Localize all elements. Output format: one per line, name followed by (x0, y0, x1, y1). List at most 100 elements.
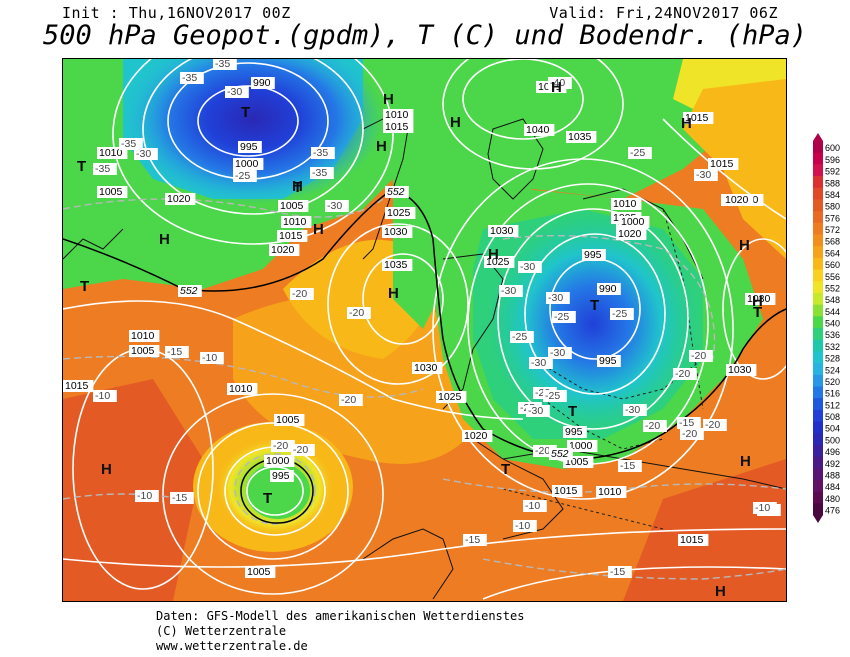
temperature-label: -25 (630, 147, 645, 159)
temperature-label: -10 (202, 352, 217, 364)
temperature-label-box (526, 405, 550, 417)
pressure-label: 1025 (438, 391, 462, 403)
temperature-label-box (271, 440, 295, 452)
legend-swatch (813, 339, 823, 352)
temperature-label: -20 (535, 445, 550, 457)
temperature-label: -35 (95, 163, 110, 175)
pressure-label-box (277, 230, 308, 242)
pressure-label-box (385, 207, 416, 219)
temperature-label-box (703, 419, 727, 431)
legend-value: 592 (825, 167, 840, 177)
pressure-label: 1020 (464, 430, 488, 442)
cold-air-north (363, 59, 786, 329)
temperature-label: -15 (172, 492, 187, 504)
warm-air-west (63, 379, 203, 601)
pressure-label: 1010 (598, 486, 622, 498)
legend-swatch (813, 269, 823, 282)
isohypse-label: 552 (180, 285, 198, 297)
pressure-label: 995 (240, 141, 258, 153)
legend-swatch (813, 421, 823, 434)
pressure-label-box (563, 426, 587, 438)
temperature-label-box (165, 346, 189, 358)
legend-value: 476 (825, 506, 840, 516)
temperature-label-box (546, 292, 570, 304)
legend-value: 480 (825, 494, 840, 504)
pressure-label: 1005 (99, 186, 123, 198)
pressure-label: 1010 (99, 147, 123, 159)
pressure-label-box (462, 430, 493, 442)
temperature-label: -15 (465, 534, 480, 546)
temperature-label: -30 (625, 404, 640, 416)
pressure-label: 1035 (568, 131, 592, 143)
high-pressure-marker: H (739, 237, 750, 254)
pressure-label-box (708, 158, 739, 170)
legend-value: 552 (825, 283, 840, 293)
temperature-label-box (310, 167, 334, 179)
chart-title: 500 hPa Geopot.(gpdm), T (C) und Bodendr… (42, 20, 807, 51)
pressure-label: 1015 (680, 534, 704, 546)
pressure-label-box (251, 77, 275, 89)
pressure-label: 1020 (618, 228, 642, 240)
pressure-label-box (726, 364, 757, 376)
legend-value: 540 (825, 319, 840, 329)
legend-value: 496 (825, 447, 840, 457)
pressure-label: 1000 (569, 440, 593, 452)
pressure-label-box (597, 355, 621, 367)
pressure-label: 1010 (131, 330, 155, 342)
pressure-label-box (383, 109, 414, 121)
temperature-label: -10 (95, 390, 110, 402)
temperature-label-box (200, 352, 224, 364)
temperature-label-box (290, 288, 314, 300)
legend-swatch (813, 211, 823, 224)
high-pressure-marker: H (313, 221, 324, 238)
pressure-label: 1015 (385, 121, 409, 133)
pressure-label-box (611, 198, 642, 210)
legend-swatch (813, 468, 823, 481)
temperature-label: -15 (167, 346, 182, 358)
pressure-label-box (97, 186, 128, 198)
temperature-label: -10 (515, 520, 530, 532)
pressure-label: 1030 (728, 364, 752, 376)
pressure-label: 1035 (384, 259, 408, 271)
temperature-label-box (233, 170, 257, 182)
valid-time: Valid: Fri,24NOV2017 06Z (549, 4, 778, 22)
pressure-label-box (245, 566, 276, 578)
temperature-label: -30 (327, 200, 342, 212)
legend-value: 572 (825, 225, 840, 235)
temperature-label-box (93, 163, 117, 175)
legend-swatch (813, 292, 823, 306)
legend-value: 584 (825, 190, 840, 200)
pressure-label-box (723, 194, 754, 206)
pressure-label-box (436, 391, 467, 403)
temperature-label: -20 (645, 420, 660, 432)
pressure-label-box (238, 141, 262, 153)
legend-swatch (813, 187, 823, 200)
footer-source: Daten: GFS-Modell des amerikanischen Wet… (156, 609, 525, 623)
temperature-label: -25 (612, 308, 627, 320)
legend-swatch (813, 257, 823, 271)
legend-value: 512 (825, 400, 840, 410)
weather-map: 9901045995101010151000100510201040103510… (62, 58, 787, 602)
temperature-label-box (548, 347, 572, 359)
low-pressure-marker: T (77, 158, 86, 175)
temperature-label-box (689, 350, 713, 362)
legend-value: 504 (825, 424, 840, 434)
legend-value: 548 (825, 295, 840, 305)
pressure-label-box (165, 193, 196, 205)
legend-swatch (813, 374, 823, 387)
pressure-label-box (582, 249, 606, 261)
legend-value: 568 (825, 237, 840, 247)
high-pressure-marker: H (551, 79, 562, 96)
legend-value: 524 (825, 365, 840, 375)
pressure-label: 1030 (747, 293, 771, 305)
legend-value: 484 (825, 482, 840, 492)
trough-low-center (488, 214, 698, 434)
legend-value: 588 (825, 178, 840, 188)
temperature-label-box (339, 394, 363, 406)
temperature-label: -20 (293, 444, 308, 456)
isohypse-label-box (385, 186, 409, 198)
high-pressure-marker: H (388, 285, 399, 302)
pressure-label: 1010 (229, 383, 253, 395)
temperature-label: -30 (550, 347, 565, 359)
temperature-label-box (513, 520, 537, 532)
